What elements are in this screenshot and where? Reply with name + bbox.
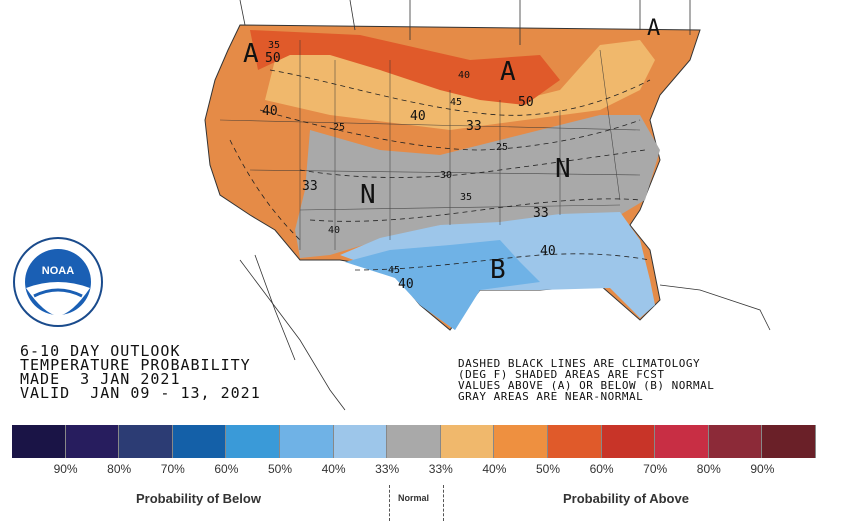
contour-label: 50 [265,51,281,66]
contour-label: 35 [460,192,472,203]
caribbean-outline [659,284,771,331]
legend-swatch [494,425,548,458]
map-note: DASHED BLACK LINES ARE CLIMATOLOGY (DEG … [458,358,714,402]
percent-label: 40% [321,462,346,476]
note-line: DASHED BLACK LINES ARE CLIMATOLOGY [458,357,701,370]
percent-label: 60% [589,462,614,476]
contour-label: 25 [333,122,345,133]
letter-a-northwest: A [243,39,259,69]
temperature-outlook-map: A A A N N B 35 50 40 40 45 40 50 25 33 3… [204,0,771,411]
percent-label: 80% [696,462,721,476]
percent-label: 70% [643,462,668,476]
legend-swatch [547,425,602,458]
legend-swatch [12,425,66,458]
legend-swatch [65,425,120,458]
percent-label: 33% [375,462,400,476]
contour-label: 45 [388,265,400,276]
percent-label: 50% [267,462,293,476]
strong-above-region [250,30,560,105]
normal-separator-right [443,485,444,521]
normal-separator-left [389,485,390,521]
legend-swatch [440,425,495,458]
percent-label: 70% [160,462,185,476]
contour-label: 45 [450,97,462,108]
contour-label: 40 [398,277,414,292]
state-borders [219,40,641,250]
legend-swatch [279,425,334,458]
mexico-outline [239,259,346,411]
contour-label: 35 [268,40,280,51]
legend-swatch [172,425,227,458]
percent-label: 40% [482,462,507,476]
letter-a-great-lakes: A [500,57,516,87]
legend-swatch [119,425,173,458]
baja-outline [254,254,296,361]
noaa-logo-text: NOAA [42,265,74,277]
letter-n-rockies: N [360,180,376,210]
legend-swatch [708,425,763,458]
above-caption: Probability of Above [563,491,689,506]
contour-label: 40 [328,225,340,236]
outlook-line: VALID JAN 09 - 13, 2021 [20,384,261,402]
legend-swatch [601,425,656,458]
note-line: VALUES ABOVE (A) OR BELOW (B) NORMAL [458,379,715,392]
percent-label: 33% [428,462,453,476]
legend-swatch [762,425,816,458]
percent-label: 90% [53,462,78,476]
legend-swatch [387,425,441,458]
contour-label: 40 [540,244,556,259]
percent-labels: 90% 80% 70% 60% 50% 40% 33% 33% 40% 50% 60% 70% 80% 9… [0,462,845,478]
percent-label: 80% [107,462,132,476]
contour-label: 40 [458,70,470,81]
legend-swatch [333,425,388,458]
outlook-line: TEMPERATURE PROBABILITY [20,356,251,374]
near-normal-region [295,115,660,258]
contour-label: 25 [496,142,508,153]
outlook-title-block: 6-10 DAY OUTLOOK TEMPERATURE PROBABILITY… [20,342,261,402]
letter-n-east: N [555,154,571,184]
note-line: (DEG F) SHADED AREAS ARE FCST [458,368,665,381]
outlook-line: MADE 3 JAN 2021 [20,370,181,388]
note-line: GRAY AREAS ARE NEAR-NORMAL [458,390,644,403]
below-stronger-region [345,240,540,330]
contour-label: 33 [533,206,549,221]
noaa-seal-icon: NOAA [12,236,104,328]
contour-label: 40 [262,104,278,119]
climatology-lines [229,69,651,271]
percent-label: 60% [214,462,239,476]
probability-colorbar [12,425,816,458]
below-caption: Probability of Below [136,491,261,506]
letter-a-northeast: A [647,16,660,41]
contour-label: 30 [440,170,452,181]
canada-lines [239,0,691,45]
normal-caption: Normal [398,493,430,503]
contour-label: 33 [466,119,482,134]
percent-label: 50% [535,462,561,476]
contour-label: 50 [518,95,534,110]
percent-label: 90% [750,462,775,476]
legend-swatch [226,425,280,458]
outlook-line: 6-10 DAY OUTLOOK [20,342,181,360]
contour-label: 33 [302,179,318,194]
letter-b-south: B [490,255,506,285]
contour-label: 40 [410,109,426,124]
legend-swatch [655,425,709,458]
